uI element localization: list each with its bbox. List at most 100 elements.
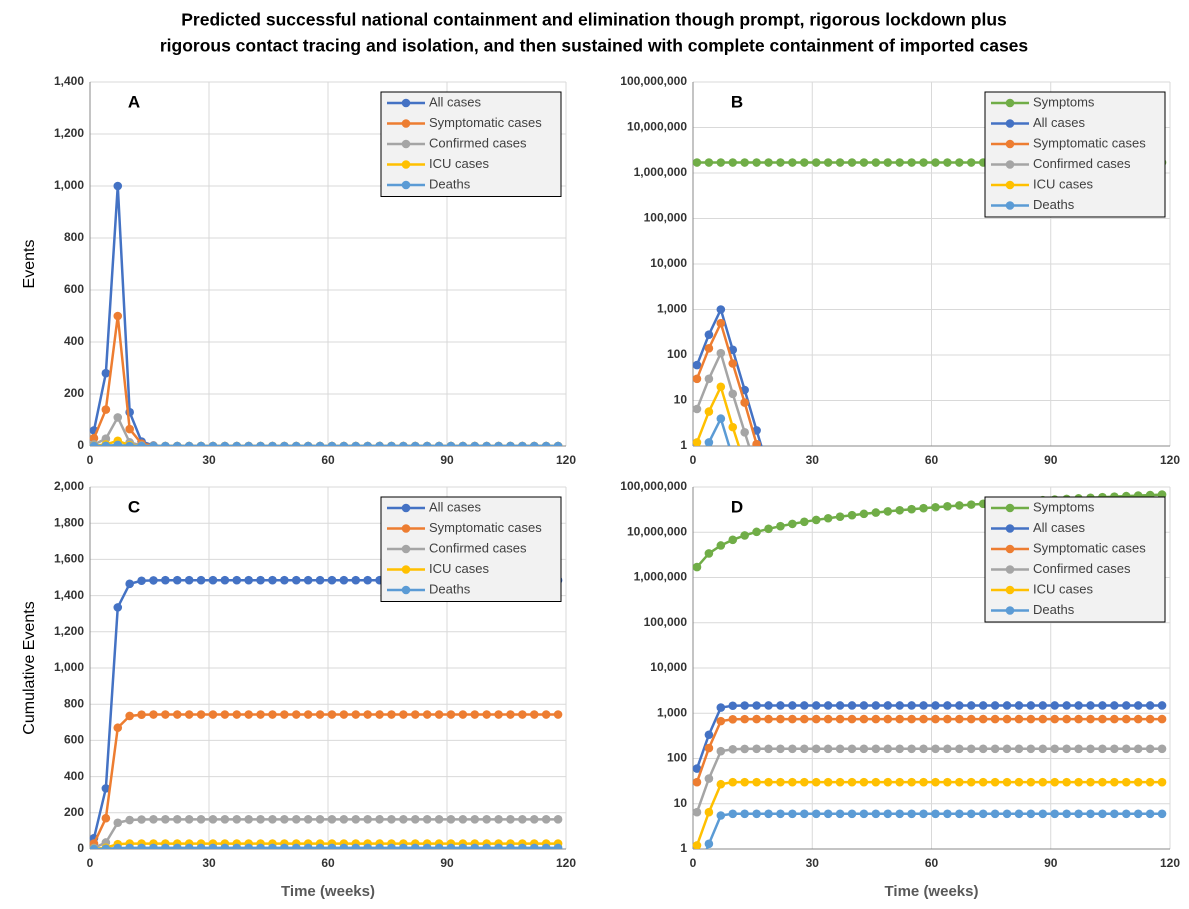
data-point [184, 843, 194, 849]
y-tick-label: 600 [64, 282, 84, 296]
data-point [351, 441, 361, 446]
panel-label: B [731, 92, 743, 111]
legend-label: All cases [1033, 520, 1086, 535]
y-tick-label: 1,400 [54, 588, 84, 602]
y-axis-label: Cumulative Events [21, 601, 38, 734]
data-point [375, 710, 384, 719]
data-point [1157, 809, 1167, 819]
data-point [1157, 744, 1167, 754]
data-point [196, 843, 206, 849]
data-point [811, 515, 821, 525]
data-point [387, 843, 396, 849]
y-tick-label: 10 [674, 796, 688, 810]
data-point [704, 807, 714, 817]
data-point [220, 815, 230, 824]
legend: Symptoms All cases Symptomatic cases Confir… [984, 496, 1166, 623]
legend-box [984, 91, 1166, 218]
data-point [895, 777, 904, 787]
data-point [208, 441, 218, 446]
data-point [800, 714, 809, 724]
y-tick-label: 1,000 [54, 178, 84, 192]
data-point [256, 843, 265, 849]
data-point [1086, 777, 1095, 787]
y-tick-label: 800 [64, 696, 84, 710]
data-point [704, 407, 714, 416]
data-point [823, 158, 833, 167]
legend-marker [401, 139, 411, 149]
data-point [375, 843, 384, 849]
data-point [422, 843, 432, 849]
plot-area [89, 181, 563, 446]
data-point [978, 714, 988, 724]
data-point [1098, 777, 1107, 787]
figure-title: rigorous contact tracing and isolation, … [160, 36, 1029, 56]
x-tick-label: 90 [1044, 856, 1058, 870]
data-point [931, 744, 940, 754]
data-point [966, 777, 976, 787]
data-point [399, 843, 408, 849]
x-tick-label: 90 [1044, 453, 1058, 467]
data-point [943, 714, 952, 724]
data-point [823, 744, 833, 754]
data-point [268, 441, 277, 446]
data-point [823, 777, 833, 787]
data-point [1133, 809, 1143, 819]
data-point [434, 843, 444, 849]
data-point [907, 158, 916, 167]
data-point [776, 701, 785, 710]
x-tick-label: 30 [806, 453, 820, 467]
series-line [695, 780, 1163, 846]
data-point [788, 714, 797, 724]
data-point [943, 701, 952, 710]
legend-marker [401, 119, 411, 128]
data-point [291, 441, 301, 446]
data-point [518, 843, 527, 849]
series-line [92, 578, 559, 839]
y-tick-label: 800 [64, 230, 84, 244]
data-point [1121, 744, 1131, 754]
data-point [955, 777, 964, 787]
data-point [232, 575, 242, 585]
data-point [955, 701, 964, 710]
data-point [1157, 777, 1167, 787]
data-point [895, 744, 904, 754]
data-point [776, 714, 785, 724]
data-point [149, 576, 158, 585]
data-point [137, 441, 146, 446]
data-point [716, 318, 726, 328]
data-point [113, 181, 123, 191]
y-tick-label: 10 [674, 393, 688, 407]
data-point [931, 502, 940, 512]
data-point [752, 744, 761, 754]
data-point [315, 710, 325, 719]
y-tick-label: 1,800 [54, 515, 84, 529]
data-point [847, 158, 857, 167]
y-tick-label: 1,000,000 [634, 165, 688, 179]
data-point [847, 744, 857, 754]
data-point [363, 843, 372, 849]
data-point [704, 549, 714, 558]
y-tick-label: 100,000 [644, 615, 688, 629]
legend-label: Deaths [1033, 197, 1075, 212]
data-point [137, 843, 146, 849]
data-point [788, 744, 797, 754]
legend-label: Symptomatic cases [429, 115, 542, 130]
data-point [339, 843, 349, 849]
data-point [811, 714, 821, 724]
series-line [92, 185, 559, 446]
data-point [541, 441, 551, 446]
data-point [244, 441, 253, 446]
y-tick-label: 1,000 [657, 705, 687, 719]
data-point [113, 723, 123, 733]
data-point [692, 841, 702, 849]
data-point [161, 843, 170, 849]
data-point [161, 441, 170, 446]
legend-marker [401, 160, 411, 169]
legend-label: Deaths [1033, 602, 1075, 617]
data-point [740, 714, 749, 724]
data-point [184, 710, 194, 719]
data-point [859, 158, 869, 167]
data-point [339, 710, 349, 719]
y-tick-label: 1,000 [54, 660, 84, 674]
data-point [752, 809, 761, 819]
